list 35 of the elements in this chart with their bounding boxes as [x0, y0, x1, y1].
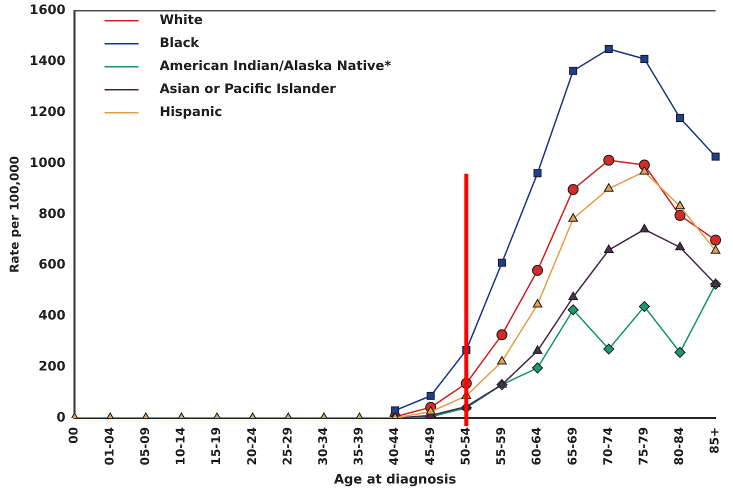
- legend-label: Black: [160, 36, 200, 52]
- y-tick-label: 1200: [29, 104, 66, 120]
- x-tick-label: 20-24: [244, 427, 259, 466]
- legend-label: Asian or Pacific Islander: [160, 82, 336, 98]
- x-tick-label: 85+: [708, 427, 722, 454]
- x-tick-label: 05-09: [138, 427, 152, 466]
- x-axis-title: Age at diagnosis: [334, 472, 456, 488]
- legend-label: Hispanic: [160, 105, 222, 120]
- y-tick-label: 200: [38, 359, 66, 374]
- x-tick-label: 75-79: [636, 427, 650, 466]
- y-tick-label: 800: [38, 206, 66, 222]
- legend-label: White: [160, 13, 203, 28]
- y-tick-label: 1600: [29, 3, 66, 18]
- x-tick-label: 10-14: [174, 427, 188, 466]
- y-tick-label: 600: [38, 258, 66, 273]
- x-tick-label: 50-54: [458, 427, 472, 466]
- x-tick-label: 55-59: [494, 427, 508, 466]
- x-tick-label: 70-74: [600, 427, 615, 466]
- y-tick-label: 0: [56, 410, 66, 426]
- x-tick-label: 00: [66, 427, 81, 444]
- x-tick-label: 35-39: [352, 427, 366, 466]
- x-tick-label: 80-84: [672, 427, 686, 466]
- y-tick-label: 400: [38, 308, 66, 324]
- x-tick-label: 15-19: [209, 427, 224, 466]
- x-tick-label: 30-34: [316, 427, 330, 466]
- x-tick-label: 25-29: [280, 427, 294, 466]
- x-tick-label: 60-64: [530, 427, 544, 466]
- y-tick-label: 1400: [29, 54, 66, 70]
- x-tick-label: 01-04: [102, 427, 116, 466]
- x-tick-label: 45-49: [422, 427, 437, 466]
- x-tick-label: 40-44: [387, 427, 402, 466]
- x-tick-label: 65-69: [565, 427, 580, 466]
- legend-label: American Indian/Alaska Native*: [160, 59, 392, 74]
- y-axis-title: Rate per 100,000: [7, 156, 22, 273]
- y-tick-label: 1000: [29, 156, 66, 171]
